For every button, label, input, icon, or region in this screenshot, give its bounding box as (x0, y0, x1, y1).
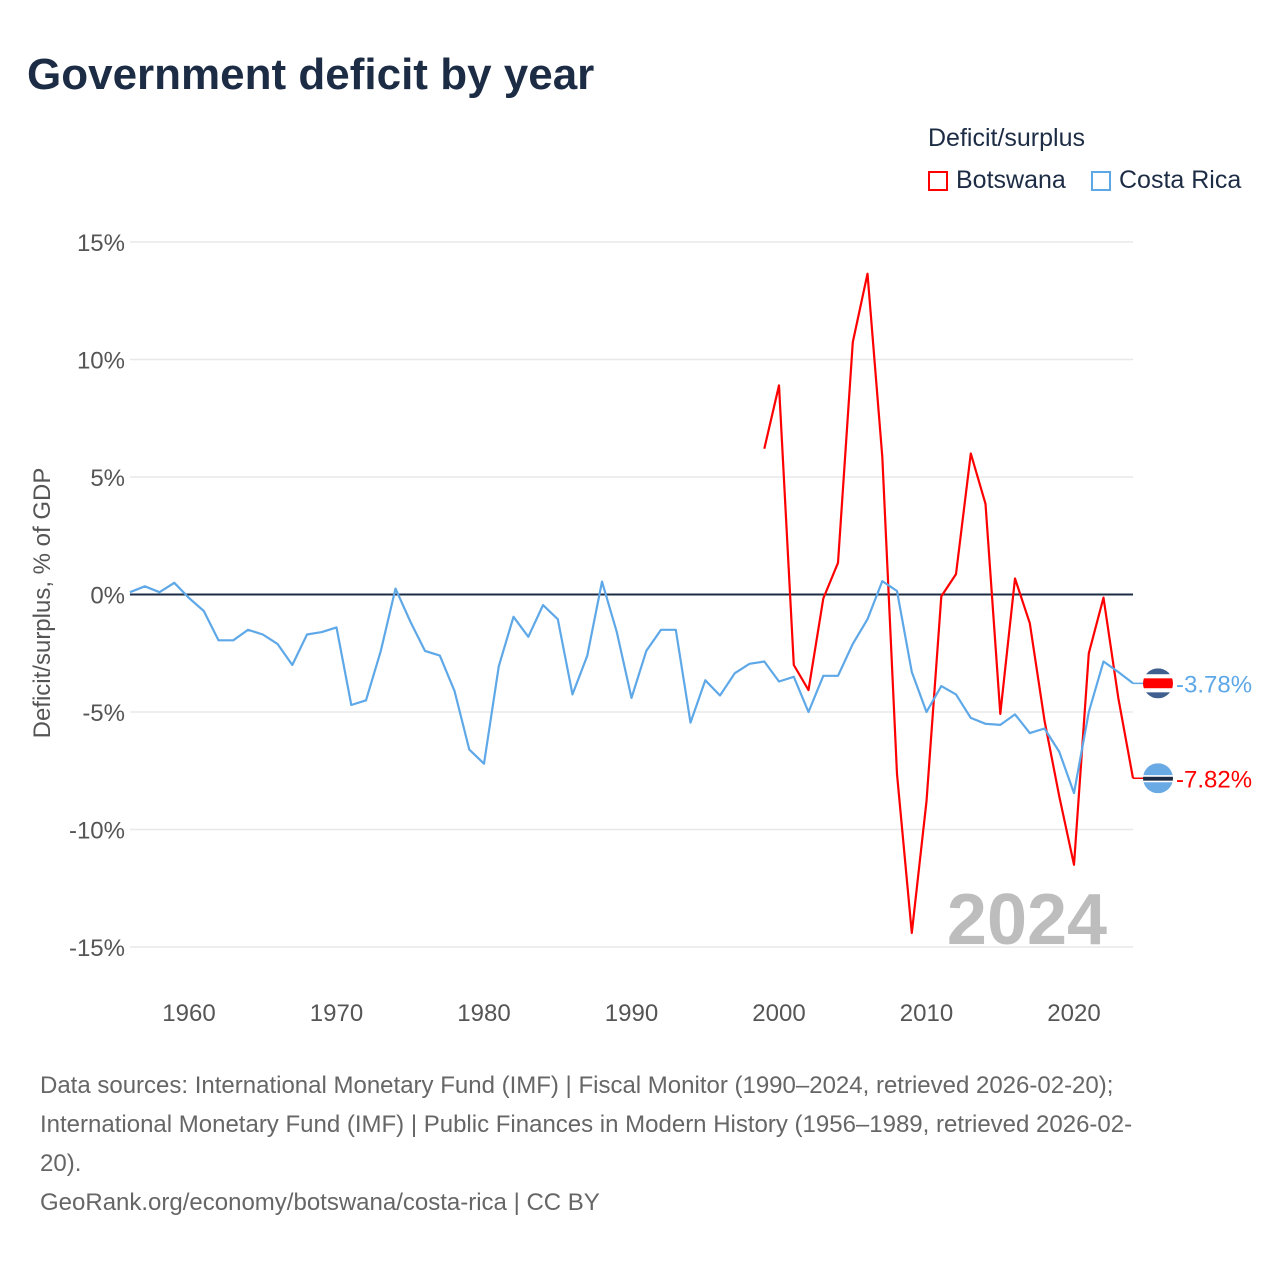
x-tick-label: 1990 (605, 1000, 658, 1027)
y-tick-label: -10% (69, 818, 125, 845)
legend-item-botswana[interactable]: Botswana (928, 166, 1066, 195)
x-tick-label: 1980 (457, 1000, 510, 1027)
botswana-flag-icon (1143, 763, 1173, 794)
y-tick-label: 15% (77, 230, 125, 257)
costa-rica-flag-icon (1143, 668, 1173, 699)
legend-item-costa-rica[interactable]: Costa Rica (1091, 166, 1241, 195)
legend-label: Botswana (956, 166, 1066, 194)
x-tick-label: 2010 (900, 1000, 953, 1027)
chart-title: Government deficit by year (27, 50, 595, 99)
source-line-3: 20). (40, 1150, 82, 1177)
legend-swatch-costa-rica (1091, 170, 1111, 191)
y-tick-label: -15% (69, 935, 125, 962)
source-line-2: International Monetary Fund (IMF) | Publ… (40, 1111, 1133, 1138)
x-tick-label: 2020 (1047, 1000, 1100, 1027)
legend-swatch-botswana (928, 170, 948, 191)
x-tick-label: 2000 (752, 1000, 805, 1027)
y-tick-label: 5% (90, 465, 125, 492)
x-tick-label: 1970 (310, 1000, 363, 1027)
legend-title: Deficit/surplus (928, 124, 1085, 152)
series-line-botswana (763, 272, 1135, 935)
y-tick-label: 0% (90, 583, 125, 610)
legend-label: Costa Rica (1119, 166, 1242, 194)
series-line-costa-rica (129, 579, 1134, 795)
end-value-label: -7.82% (1176, 766, 1252, 793)
year-watermark: 2024 (947, 880, 1107, 960)
y-tick-label: -5% (82, 700, 125, 727)
source-link[interactable]: GeoRank.org/economy/botswana/costa-rica … (40, 1189, 600, 1216)
end-value-label: -3.78% (1176, 671, 1252, 698)
line-chart: 15% 10% 5% 0% -5% -10% -15% 1960 1970 1980 1990 200… (29, 230, 1252, 1027)
x-tick-label: 1960 (162, 1000, 215, 1027)
y-axis-label: Deficit/surplus, % of GDP (29, 468, 56, 739)
y-tick-label: 10% (77, 348, 125, 375)
source-line-1: Data sources: International Monetary Fun… (40, 1072, 1114, 1099)
